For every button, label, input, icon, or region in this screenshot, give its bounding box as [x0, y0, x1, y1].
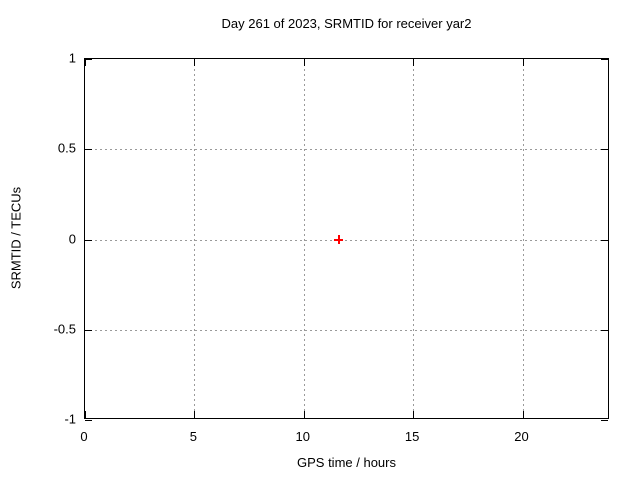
tick-mark-bottom — [85, 411, 86, 418]
gridline-vertical — [413, 59, 415, 418]
plot-area — [84, 58, 609, 421]
x-tick-label: 15 — [404, 429, 420, 444]
tick-mark-bottom — [522, 411, 524, 418]
tick-mark-bottom — [194, 411, 196, 418]
gridline-horizontal — [85, 239, 608, 241]
y-tick-label: 0 — [68, 231, 76, 246]
data-point-marker — [334, 235, 344, 244]
tick-mark-top — [522, 59, 524, 66]
tick-mark-right — [601, 59, 608, 60]
tick-mark-top — [303, 59, 305, 66]
tick-mark-right — [601, 149, 608, 151]
tick-mark-left — [85, 420, 92, 421]
tick-mark-right — [601, 239, 608, 241]
tick-mark-right — [601, 329, 608, 331]
tick-mark-top — [194, 59, 196, 66]
chart-title: Day 261 of 2023, SRMTID for receiver yar… — [221, 16, 472, 31]
tick-mark-left — [85, 239, 92, 241]
tick-mark-bottom — [303, 411, 305, 418]
tick-mark-left — [85, 329, 92, 331]
y-tick-label: 0.5 — [57, 140, 76, 156]
x-tick-label: 5 — [189, 429, 197, 444]
gridline-vertical — [522, 59, 524, 418]
y-tick-label: 1 — [68, 50, 76, 66]
gridline-horizontal — [85, 329, 608, 331]
tick-mark-top — [413, 59, 415, 66]
y-tick-label: -0.5 — [53, 321, 76, 337]
tick-mark-left — [85, 149, 92, 151]
gridline-vertical — [303, 59, 305, 418]
x-tick-label: 10 — [295, 429, 310, 444]
x-tick-label: 20 — [514, 429, 529, 444]
y-tick-label: -1 — [64, 411, 76, 427]
x-axis-label: GPS time / hours — [297, 455, 396, 470]
tick-mark-right — [601, 420, 608, 421]
gridline-horizontal — [85, 149, 608, 151]
tick-mark-left — [85, 59, 92, 60]
x-tick-label: 0 — [80, 429, 88, 444]
tick-mark-bottom — [413, 411, 415, 418]
gridline-vertical — [194, 59, 196, 418]
tick-mark-top — [85, 59, 86, 66]
